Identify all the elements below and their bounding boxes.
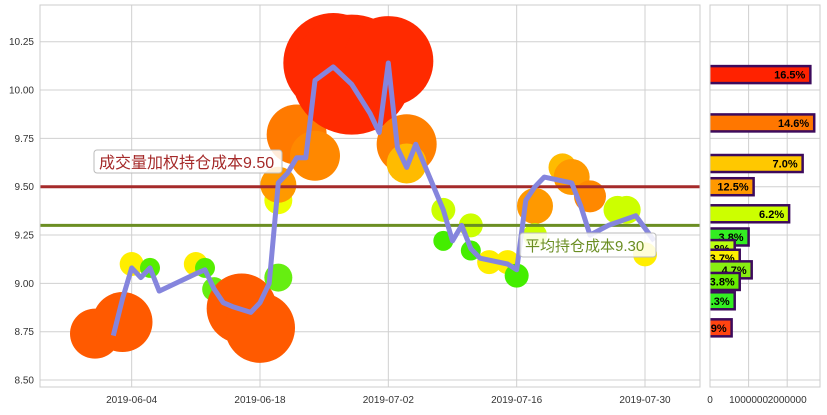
volume-bubble [504,263,529,288]
chip-bar-label: 2.9% [702,323,727,335]
chip-bar-label: 14.6% [778,118,809,130]
chip-bar: 7.0% [710,153,804,174]
bar-plot-frame [709,4,821,388]
chip-bar: 6.2% [710,204,791,224]
y-tick-label: 10.00 [9,86,34,97]
x-tick-label: 2019-06-18 [234,395,286,406]
chip-bar: 3.8% [710,271,741,292]
x-tick-label: 2019-07-16 [491,395,543,406]
y-tick-label: 9.25 [15,231,35,242]
volume-bubble [92,292,153,353]
chip-bars: 16.5%14.6%7.0%12.5%6.2%3.8%2.8%3.7%4.7%3… [702,64,816,338]
x-tick-label: 2019-06-04 [106,395,158,406]
volume-bubble [433,230,454,251]
svg-text:平均持仓成本9.30: 平均持仓成本9.30 [525,238,644,255]
chip-bar: 12.5% [710,176,755,197]
chip-bar-rect [710,64,812,85]
bar-x-tick-label: 2000000 [768,395,807,406]
chip-bar: 16.5% [710,64,812,85]
chip-bar-rect [710,318,733,338]
chip-bar-rect [710,176,755,197]
x-tick-label: 2019-07-30 [619,395,671,406]
weighted-cost-label: 成交量加权持仓成本9.50 [93,149,283,174]
average-cost-label: 平均持仓成本9.30 [519,232,657,258]
main-plot-frame [39,4,701,388]
bar-x-tick-label: 0 [707,395,713,406]
volume-bubble [290,130,340,181]
chip-bar: 2.9% [702,318,733,338]
chip-bar-rect [710,204,791,224]
chip-bar-label: 16.5% [774,70,805,82]
y-tick-label: 9.50 [15,182,35,193]
y-tick-label: 9.75 [15,134,35,145]
volume-bubble [119,252,144,277]
svg-text:成交量加权持仓成本9.50: 成交量加权持仓成本9.50 [99,154,274,172]
bar-axes: 0 1000000 2000000 [707,395,807,406]
chip-bar-rect [710,291,736,311]
chip-bar-rect [710,113,816,133]
bar-x-tick-label: 1000000 [729,395,768,406]
chip-bar-label: 3.3% [705,296,730,308]
x-tick-label: 2019-07-02 [363,395,415,406]
price-line [110,60,657,337]
volume-bubbles [70,12,657,363]
main-axes: 8.50 8.75 9.00 9.25 9.50 9.75 10.00 10.25 2019-0… [9,37,671,406]
chip-bar: 3.3% [705,291,736,311]
cost-line-labels: 成交量加权持仓成本9.50 平均持仓成本9.30 [93,149,657,258]
y-tick-label: 8.75 [15,327,35,338]
y-tick-label: 9.00 [15,279,35,290]
chip-bar: 14.6% [710,113,816,133]
cost-lines [40,185,700,227]
chip-bar-rect [710,153,804,174]
y-tick-label: 10.25 [9,37,34,48]
chip-bar-rect [710,271,741,292]
chip-bar-label: 6.2% [759,209,784,221]
chip-bar-label: 12.5% [717,182,748,194]
chip-bar-label: 3.8% [710,276,735,288]
chip-bar-label: 7.0% [773,159,798,171]
y-tick-label: 8.50 [15,376,35,387]
